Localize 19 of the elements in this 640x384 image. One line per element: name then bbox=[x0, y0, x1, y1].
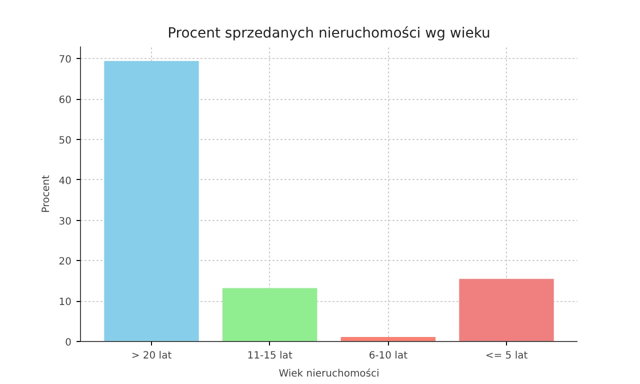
x-tick-label: <= 5 lat bbox=[485, 350, 528, 362]
y-tick-label: 10 bbox=[58, 297, 72, 308]
y-tick-label: 40 bbox=[58, 176, 72, 187]
y-tick-label: 20 bbox=[58, 256, 72, 268]
y-tick-label: 50 bbox=[58, 135, 72, 146]
bar bbox=[459, 278, 554, 342]
y-tick-label: 0 bbox=[65, 338, 72, 348]
y-tick-label: 30 bbox=[58, 216, 72, 228]
x-tick-label: > 20 lat bbox=[131, 350, 172, 362]
bar bbox=[104, 61, 199, 342]
bar bbox=[222, 288, 318, 342]
x-axis-title: Wiek nieruchomości bbox=[278, 368, 380, 380]
chart-title: Procent sprzedanych nieruchomości wg wieku bbox=[168, 26, 490, 42]
y-tick-label: 70 bbox=[58, 54, 72, 66]
x-tick-label: 11-15 lat bbox=[247, 350, 292, 362]
bar bbox=[340, 337, 436, 342]
y-tick-label: 60 bbox=[58, 95, 72, 106]
x-tick-label: 6-10 lat bbox=[368, 350, 408, 362]
y-axis-title: Procent bbox=[40, 175, 52, 213]
